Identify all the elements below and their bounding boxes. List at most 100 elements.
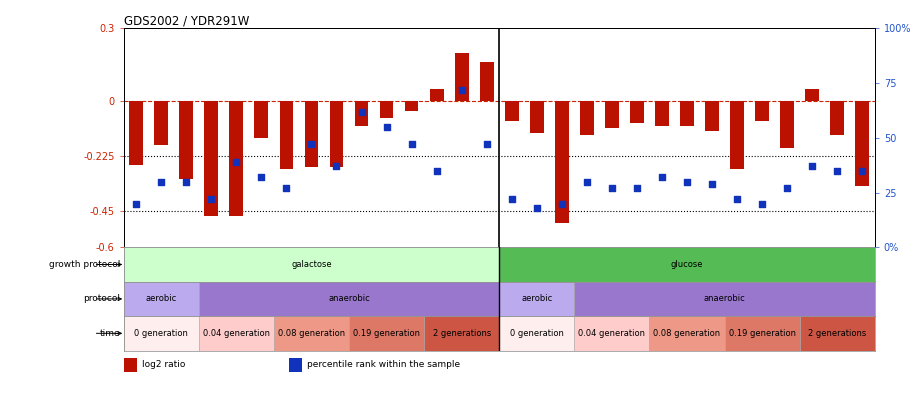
Bar [555,101,569,223]
Bar [274,316,349,350]
Bar [154,101,169,145]
Text: 0.19 generation: 0.19 generation [353,329,420,338]
Point [554,200,569,207]
Bar [780,101,794,147]
Bar [830,101,845,135]
Point [279,185,294,192]
Bar [655,101,669,126]
Bar [800,316,875,350]
Point [479,141,494,148]
Bar [574,282,875,316]
Point [454,86,469,93]
Text: aerobic: aerobic [146,294,177,303]
Text: log2 ratio: log2 ratio [142,360,185,369]
Bar [529,101,544,133]
Text: aerobic: aerobic [521,294,552,303]
Bar [430,89,443,101]
Bar [204,101,218,216]
Text: 0 generation: 0 generation [510,329,563,338]
Point [179,178,193,185]
Point [780,185,794,192]
Bar [499,247,875,282]
Bar [289,358,302,372]
Bar [304,101,319,167]
Bar [805,89,819,101]
Point [129,200,144,207]
Point [329,163,344,170]
Bar [354,101,368,126]
Bar [605,101,619,128]
Point [154,178,169,185]
Bar [349,316,424,350]
Point [605,185,619,192]
Bar [124,282,199,316]
Point [430,167,444,174]
Text: 0.08 generation: 0.08 generation [653,329,721,338]
Bar [124,316,199,350]
Point [354,108,369,115]
Text: 0.19 generation: 0.19 generation [728,329,796,338]
Point [704,181,719,187]
Bar [124,358,137,372]
Point [755,200,769,207]
Point [379,124,394,130]
Point [855,167,869,174]
Text: 0 generation: 0 generation [135,329,188,338]
Bar [330,101,344,167]
Text: anaerobic: anaerobic [703,294,746,303]
Point [404,141,419,148]
Text: percentile rank within the sample: percentile rank within the sample [307,360,460,369]
Point [254,174,268,181]
Text: growth protocol: growth protocol [49,260,120,269]
Text: GDS2002 / YDR291W: GDS2002 / YDR291W [124,14,249,27]
Bar [454,53,469,101]
Bar [229,101,244,216]
Bar [499,282,574,316]
Bar [580,101,594,135]
Bar [680,101,694,126]
Point [304,141,319,148]
Bar [705,101,719,130]
Text: anaerobic: anaerobic [328,294,370,303]
Point [680,178,694,185]
Text: glucose: glucose [671,260,703,269]
Bar [199,282,499,316]
Bar [124,247,499,282]
Bar [755,101,769,121]
Text: time: time [99,329,120,338]
Bar [379,101,394,118]
Text: 2 generations: 2 generations [808,329,867,338]
Point [204,196,219,202]
Bar [129,101,143,164]
Bar [856,101,869,186]
Point [805,163,820,170]
Bar [574,316,649,350]
Text: 2 generations: 2 generations [432,329,491,338]
Point [580,178,594,185]
Bar [279,101,293,169]
Bar [649,316,725,350]
Bar [424,316,499,350]
Bar [180,101,193,179]
Point [229,159,244,165]
Bar [505,101,518,121]
Point [529,205,544,211]
Text: 0.04 generation: 0.04 generation [578,329,646,338]
Bar [499,316,574,350]
Point [629,185,644,192]
Bar [480,62,494,101]
Point [730,196,745,202]
Text: galactose: galactose [291,260,332,269]
Point [505,196,519,202]
Bar [730,101,744,169]
Point [655,174,670,181]
Text: 0.04 generation: 0.04 generation [202,329,270,338]
Point [830,167,845,174]
Bar [630,101,644,123]
Bar [405,101,419,111]
Bar [255,101,268,138]
Text: 0.08 generation: 0.08 generation [278,329,345,338]
Bar [199,316,274,350]
Bar [725,316,800,350]
Text: protocol: protocol [83,294,120,303]
